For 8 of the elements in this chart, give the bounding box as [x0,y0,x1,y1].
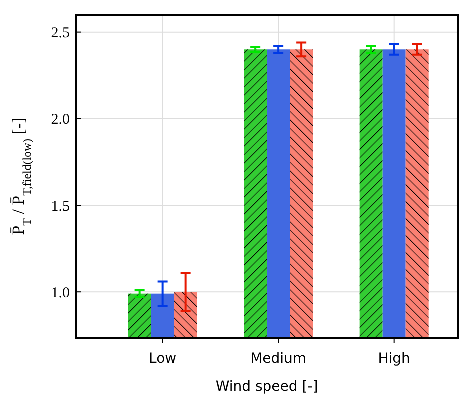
x-tick-label: High [378,350,410,367]
y-tick-label: 1.0 [51,285,70,302]
x-axis-title: Wind speed [-] [216,379,318,395]
y-tick-label: 1.5 [51,198,70,215]
y-tick-label: 2.0 [51,112,70,128]
x-tick-label: Medium [250,350,307,367]
y-tick-label: 2.5 [51,26,70,42]
x-tick-label: Low [149,350,177,367]
